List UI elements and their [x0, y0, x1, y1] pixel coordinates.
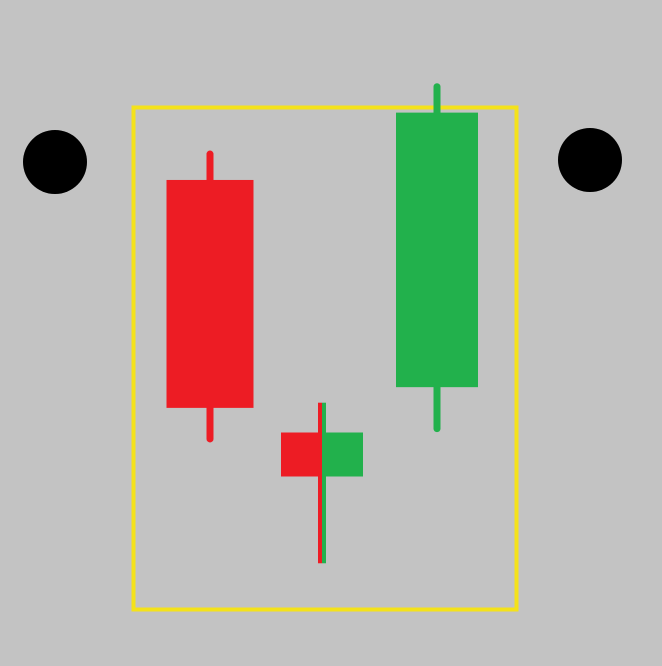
candle-2-wick-right [322, 402, 326, 564]
candle-2-wick-left [318, 402, 322, 564]
pattern-frame [131, 105, 519, 612]
candle-3-body [396, 112, 478, 388]
candle-2-body-right [322, 432, 363, 477]
candle-1-body [166, 179, 254, 408]
left-marker-dot [23, 130, 87, 194]
right-marker-dot [558, 128, 622, 192]
candle-2-body-left [281, 432, 322, 477]
